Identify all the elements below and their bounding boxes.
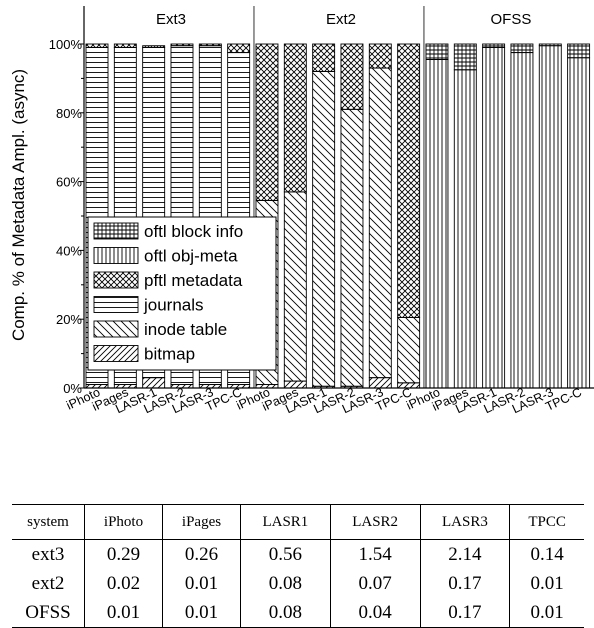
bar-segment-inode-table <box>283 191 307 382</box>
bar-segment-oftl-block-info <box>425 43 449 60</box>
group-title: OFSS <box>491 11 532 28</box>
legend-swatch-oftl-block-info <box>93 222 139 240</box>
bar-segment-inode-table <box>368 67 392 379</box>
table-cell: 0.17 <box>419 569 510 598</box>
bar-segment-pftl-metadata <box>312 43 336 72</box>
col-header: TPCC <box>509 504 584 540</box>
group-title: Ext2 <box>326 11 356 28</box>
bar-segment-oftl-block-info <box>482 43 506 48</box>
legend-label: oftl obj-meta <box>144 247 238 266</box>
legend-swatch-journals <box>93 296 139 313</box>
bar-segment-inode-table <box>340 108 364 387</box>
table-cell: 0.14 <box>509 539 584 569</box>
table-cell: 0.01 <box>83 598 163 628</box>
table-cell: 0.17 <box>419 598 510 628</box>
table-row: ext3 0.29 0.26 0.56 1.54 2.14 0.14 <box>12 539 584 569</box>
legend-label: oftl block info <box>144 222 243 241</box>
table-cell: 0.01 <box>509 598 584 628</box>
y-tick-label: 80% <box>56 106 82 121</box>
col-header: iPages <box>162 504 241 540</box>
bar-segment-pftl-metadata <box>340 43 364 110</box>
table-cell: 0.04 <box>329 598 421 628</box>
bar-segment-pftl-metadata <box>142 45 166 48</box>
y-axis-label: Comp. % of Metadata Ampl. (async) <box>9 69 28 341</box>
bar-segment-pftl-metadata <box>255 43 279 201</box>
group-title: Ext3 <box>156 11 186 28</box>
legend-swatch-inode-table <box>93 320 139 338</box>
bar-segment-pftl-metadata <box>397 43 421 318</box>
table-cell: 0.08 <box>240 569 331 598</box>
table-cell: OFSS <box>25 601 71 623</box>
table-cell: 0.29 <box>83 539 163 569</box>
legend-swatch-oftl-obj-meta <box>93 247 139 264</box>
bar-segment-oftl-obj-meta <box>567 57 591 389</box>
col-header: LASR3 <box>419 504 510 540</box>
y-tick-label: 40% <box>56 243 82 258</box>
chart-svg: 0% 20% 40% 60% 80% 100% Comp. % of Metadata Am… <box>9 6 594 416</box>
bar-segment-oftl-obj-meta <box>510 52 534 389</box>
legend-label: inode table <box>144 320 227 339</box>
y-tick-label: 20% <box>56 312 82 327</box>
bar-segment-oftl-block-info <box>510 43 534 54</box>
table-cell: 0.01 <box>162 569 241 598</box>
bar-segment-inode-table <box>397 317 421 384</box>
table-cell: 0.02 <box>83 569 163 598</box>
bar-segment-pftl-metadata <box>113 43 137 48</box>
legend-label: journals <box>143 296 204 315</box>
table-row: OFSS 0.01 0.01 0.08 0.04 0.17 0.01 <box>12 598 584 628</box>
bar-segment-oftl-block-info <box>453 43 477 71</box>
legend-label: pftl metadata <box>144 271 243 290</box>
legend-swatch-pftl-metadata <box>93 271 139 289</box>
bar-segment-pftl-metadata <box>227 43 251 54</box>
overhead-table: system iPhoto iPages LASR1 LASR2 LASR3 T… <box>12 504 584 628</box>
bar-segment-pftl-metadata <box>368 43 392 69</box>
y-tick-label: 60% <box>56 175 82 190</box>
table-cell: 0.07 <box>329 569 421 598</box>
col-header: LASR2 <box>329 504 421 540</box>
bar-segment-pftl-metadata <box>170 43 194 47</box>
table-row: ext2 0.02 0.01 0.08 0.07 0.17 0.01 <box>12 569 584 598</box>
legend-box <box>87 216 277 371</box>
bar-segment-inode-table <box>312 71 336 387</box>
y-tick-label: 100% <box>49 37 83 52</box>
col-header: iPhoto <box>83 504 163 540</box>
bar-segment-pftl-metadata <box>283 43 307 193</box>
table-cell: 0.01 <box>509 569 584 598</box>
table-cell: ext3 <box>31 543 65 565</box>
legend-swatch-bitmap <box>93 345 139 362</box>
stacked-bar-chart: 0% 20% 40% 60% 80% 100% Comp. % of Metadata Am… <box>9 6 594 416</box>
bar-segment-oftl-obj-meta <box>482 46 506 389</box>
table-header-row: system iPhoto iPages LASR1 LASR2 LASR3 T… <box>12 504 584 540</box>
bar-segment-oftl-block-info <box>567 43 591 59</box>
legend-label: bitmap <box>144 345 195 364</box>
bar-segment-pftl-metadata <box>85 43 109 48</box>
y-tick-label: 0% <box>63 381 82 396</box>
table-cell: 0.56 <box>240 539 331 569</box>
col-header: LASR1 <box>240 504 331 540</box>
bar-segment-oftl-obj-meta <box>425 59 449 389</box>
bar-segment-oftl-obj-meta <box>538 45 562 389</box>
table-cell: 1.54 <box>329 539 421 569</box>
bar-segment-pftl-metadata <box>198 43 222 47</box>
bar-segment-oftl-obj-meta <box>453 69 477 389</box>
bar-segment-oftl-block-info <box>538 43 562 47</box>
col-header: system <box>27 513 69 530</box>
table-cell: 2.14 <box>419 539 510 569</box>
table-cell: ext2 <box>31 572 65 594</box>
table-cell: 0.08 <box>240 598 331 628</box>
table-cell: 0.01 <box>162 598 241 628</box>
table-cell: 0.26 <box>162 539 241 569</box>
